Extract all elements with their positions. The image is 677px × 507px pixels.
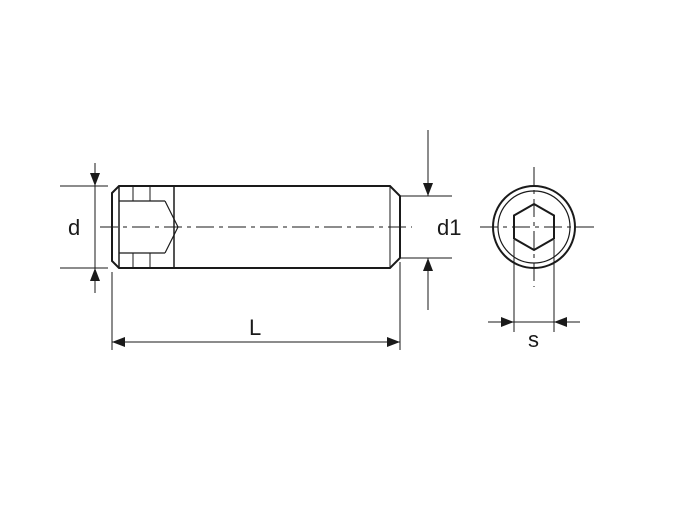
dimension-L: L: [112, 262, 400, 350]
label-d1: d1: [437, 215, 461, 240]
end-view: [480, 167, 596, 287]
label-L: L: [249, 315, 261, 340]
label-s: s: [528, 327, 539, 352]
label-d: d: [68, 215, 80, 240]
dimension-d1: d1: [400, 130, 461, 310]
dimension-d: d: [60, 163, 108, 293]
technical-drawing: d d1 L s: [0, 0, 677, 507]
side-view: [100, 186, 412, 268]
drawing-svg: d d1 L s: [0, 0, 677, 507]
